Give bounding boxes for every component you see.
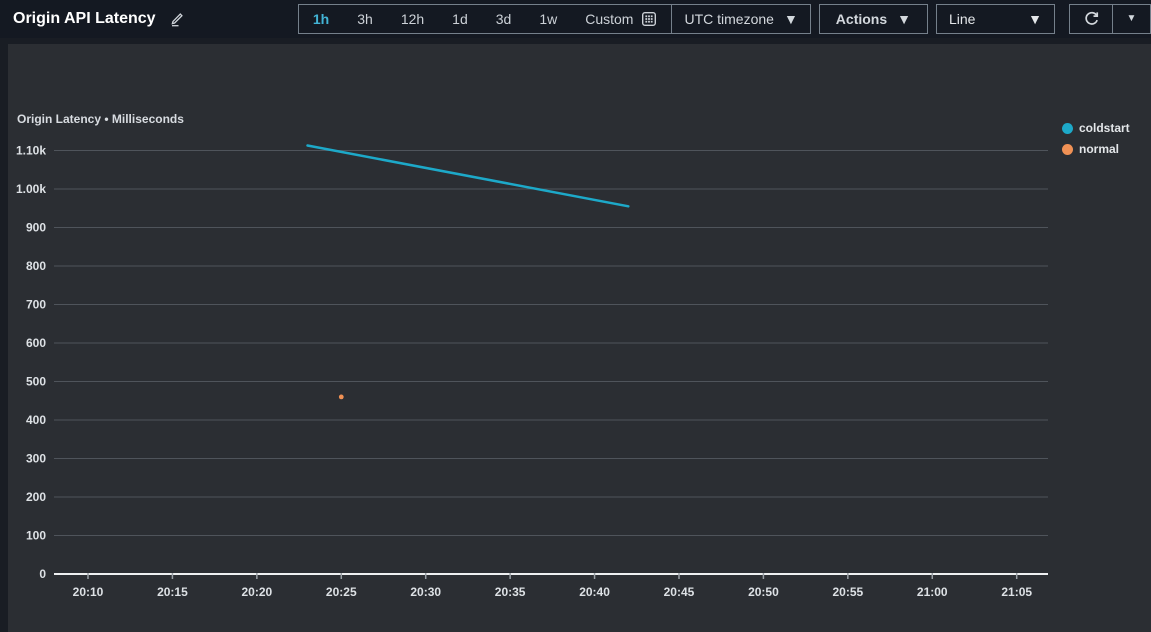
chevron-down-icon: ▼ [897,11,911,27]
pencil-icon [171,13,183,27]
actions-button[interactable]: Actions ▼ [818,4,928,34]
toolbar: 1h 3h 12h 1d 3d 1w Custom UTC timezone [297,4,1151,34]
x-axis-label: 21:05 [1001,585,1032,599]
chart-legend: coldstart normal [1062,121,1130,156]
custom-label: Custom [585,11,634,27]
x-axis-label: 20:20 [242,585,273,599]
normal-marker-icon [1062,143,1073,155]
y-axis-label: 500 [26,375,46,389]
timezone-label: UTC timezone [684,11,774,27]
calendar-icon [642,12,657,27]
x-axis-label: 20:45 [664,585,695,599]
refresh-menu-button[interactable]: ▼ [1112,4,1151,34]
time-range-group: 1h 3h 12h 1d 3d 1w Custom [297,4,673,34]
x-axis-label: 20:25 [326,585,357,599]
widget-header: Origin API Latency 1h 3h 12h 1d 3d 1w Cu… [0,0,1151,38]
y-axis-label: 1.10k [16,144,46,158]
actions-label: Actions [835,11,888,27]
x-axis-label: 21:00 [917,585,948,599]
chevron-down-icon: ▼ [783,11,798,27]
chart-title: Origin Latency • Milliseconds [17,112,184,126]
legend-label: normal [1079,142,1120,156]
time-range-1h[interactable]: 1h [312,11,330,27]
time-range-1d[interactable]: 1d [452,11,468,27]
time-range-12h[interactable]: 12h [400,11,425,27]
x-axis-labels: 20:10 20:15 20:20 20:25 20:30 20:35 20:40 20:45… [73,585,1033,599]
x-axis-ticks [87,573,1018,579]
y-axis-label: 400 [26,413,46,427]
chart-type-select[interactable]: Line ▼ [936,4,1055,34]
x-axis-label: 20:30 [410,585,441,599]
chart-panel: 0 100 200 300 400 500 600 700 800 900 1.00k 1.10k 20… [8,44,1151,632]
series-normal-point[interactable] [338,394,344,400]
y-axis-label: 200 [26,490,46,504]
x-axis-label: 20:35 [495,585,526,599]
y-axis-labels: 0 100 200 300 400 500 600 700 800 900 1.00k 1.10k [16,144,46,582]
latency-chart[interactable]: 0 100 200 300 400 500 600 700 800 900 1.00k 1.10k 20… [8,44,1151,632]
legend-item-coldstart[interactable]: coldstart [1062,121,1130,135]
y-axis-label: 700 [26,298,46,312]
y-axis-label: 800 [26,259,46,273]
refresh-button[interactable] [1069,4,1113,34]
time-range-custom[interactable]: Custom [571,5,671,33]
legend-item-normal[interactable]: normal [1062,142,1130,156]
chart-type-value: Line [949,11,976,27]
coldstart-marker-icon [1062,122,1073,134]
x-axis-label: 20:50 [748,585,779,599]
y-axis-label: 0 [39,567,46,581]
refresh-icon [1084,11,1098,25]
time-range-1w[interactable]: 1w [539,11,558,27]
chevron-down-icon: ▼ [1028,11,1042,27]
page-title: Origin API Latency [13,10,156,27]
gridlines [54,150,1048,575]
x-axis-label: 20:40 [579,585,610,599]
time-range-3h[interactable]: 3h [357,11,373,27]
y-axis-label: 600 [26,336,46,350]
edit-title-button[interactable] [168,10,186,28]
y-axis-label: 1.00k [16,182,46,196]
time-range-3d[interactable]: 3d [495,11,512,27]
legend-label: coldstart [1079,121,1130,135]
y-axis-label: 300 [26,452,46,466]
x-axis-label: 20:10 [73,585,104,599]
x-axis-label: 20:15 [157,585,188,599]
chevron-down-icon: ▼ [1126,13,1137,24]
series-coldstart[interactable] [306,144,630,208]
x-axis-label: 20:55 [832,585,863,599]
y-axis-label: 100 [26,529,46,543]
timezone-dropdown[interactable]: UTC timezone ▼ [671,4,811,34]
y-axis-label: 900 [26,221,46,235]
